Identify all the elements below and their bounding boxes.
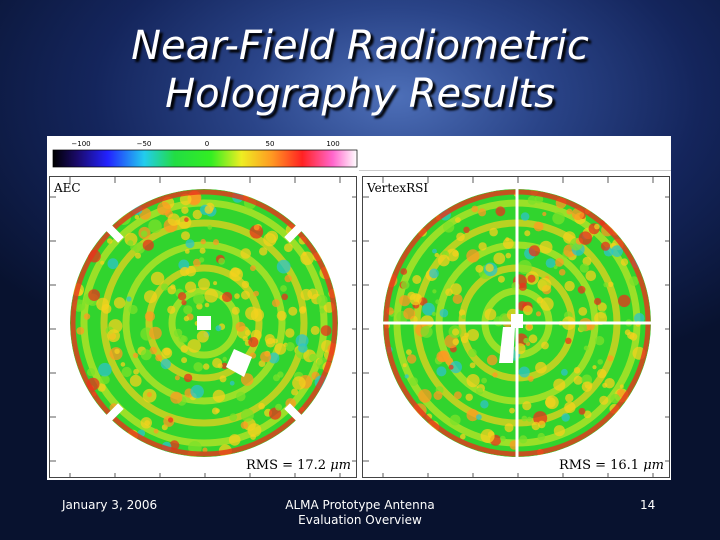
slide-number: 14 [640, 498, 656, 512]
rms-value: RMS = 16.1 μm [558, 458, 664, 473]
panel-label: VertexRSI [367, 181, 429, 195]
colorbar-tick-label: 100 [326, 140, 339, 148]
holography-figure: −100 −50 0 50 100 AEC RMS = 17.2 μm Vert… [47, 136, 671, 480]
colorbar: −100 −50 0 50 100 [52, 140, 358, 168]
footer-title-line-2: Evaluation Overview [298, 513, 422, 527]
colorbar-tick-label: 50 [266, 140, 275, 148]
panel-aec: AEC RMS = 17.2 μm [49, 176, 357, 478]
title-line-2: Holography Results [165, 71, 555, 117]
title-line-1: Near-Field Radiometric [131, 23, 589, 69]
panel-label: AEC [54, 181, 81, 195]
panel-vertexrsi: VertexRSI RMS = 16.1 μm [362, 176, 670, 478]
divider [359, 170, 671, 171]
footer-title-line-1: ALMA Prototype Antenna [285, 498, 435, 512]
rms-value: RMS = 17.2 μm [245, 458, 351, 473]
colorbar-tick-label: −100 [71, 140, 90, 148]
footer-title: ALMA Prototype Antenna Evaluation Overvi… [260, 498, 460, 528]
colorbar-tick-label: −50 [137, 140, 152, 148]
aec-surface-map [50, 177, 356, 477]
vertexrsi-surface-map [363, 177, 669, 477]
colorbar-gradient [52, 149, 358, 168]
footer-date: January 3, 2006 [62, 498, 158, 512]
colorbar-tick-label: 0 [205, 140, 209, 148]
slide-title: Near-Field Radiometric Holography Result… [0, 22, 720, 118]
